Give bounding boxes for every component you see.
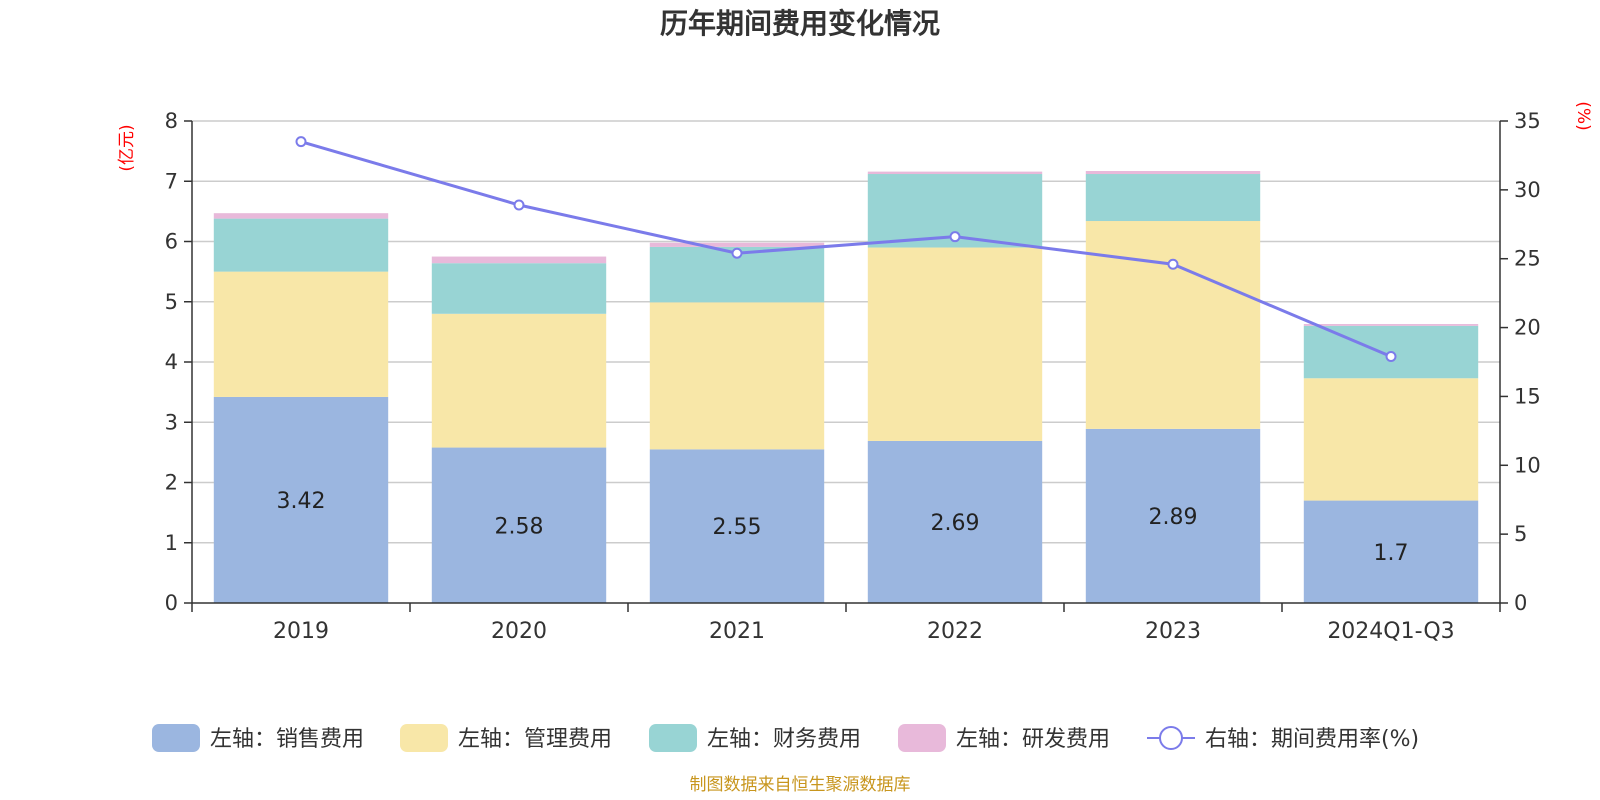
legend-label: 左轴：研发费用	[956, 727, 1110, 752]
bar-segment	[431, 313, 607, 448]
bar-segment	[1085, 171, 1261, 175]
bar-value-label: 2.69	[931, 511, 980, 536]
right-tick-label: 35	[1514, 109, 1541, 133]
left-tick-label: 2	[165, 471, 178, 495]
bar-segment	[1085, 174, 1261, 222]
right-tick-label: 10	[1514, 453, 1541, 477]
right-tick-label: 0	[1514, 591, 1527, 615]
bar-segment	[649, 449, 825, 603]
bar-segment	[213, 218, 389, 272]
bar-segment	[431, 256, 607, 264]
bar-segment	[1085, 221, 1261, 429]
data-source-note: 制图数据来自恒生聚源数据库	[690, 775, 911, 795]
right-tick-label: 30	[1514, 178, 1541, 202]
legend: 左轴：销售费用 左轴：管理费用 左轴：财务费用 左轴：研发费用 右轴：期间费用率(%)	[152, 724, 1419, 752]
bar-segment	[213, 213, 389, 219]
x-tick-label: 2024Q1-Q3	[1327, 619, 1454, 644]
bar-segment	[867, 171, 1043, 175]
bar-segment	[213, 396, 389, 603]
right-tick-label: 5	[1514, 522, 1527, 546]
rate-point	[949, 231, 961, 243]
line-layer	[295, 136, 1397, 362]
x-tick-label: 2020	[491, 619, 547, 644]
bar-segment	[431, 447, 607, 603]
x-tick-label: 2019	[273, 619, 329, 644]
rate-point	[1167, 258, 1179, 270]
bar-value-label: 2.89	[1149, 505, 1198, 530]
x-tick-label: 2022	[927, 619, 983, 644]
bar-segment	[1085, 428, 1261, 603]
rate-line	[300, 140, 1392, 358]
bar-segment	[867, 247, 1043, 441]
left-tick-label: 4	[165, 350, 178, 374]
bar-segment	[1303, 324, 1479, 326]
left-tick-label: 0	[165, 591, 178, 615]
rate-point	[731, 247, 743, 259]
right-tick-label: 25	[1514, 247, 1541, 271]
rate-point	[295, 136, 307, 148]
left-tick-label: 1	[165, 531, 178, 555]
right-tick-label: 15	[1514, 384, 1541, 408]
bar-segment	[649, 302, 825, 450]
bar-segment	[1303, 500, 1479, 603]
bar-segment	[431, 263, 607, 314]
bar-segment	[213, 271, 389, 397]
right-tick-label: 20	[1514, 316, 1541, 340]
legend-label: 左轴：管理费用	[458, 727, 612, 752]
rate-point	[1385, 350, 1397, 362]
legend-label: 左轴：财务费用	[707, 727, 861, 752]
bar-segment	[1303, 378, 1479, 501]
right-axis-unit: (%)	[1573, 101, 1593, 130]
left-tick-label: 8	[165, 109, 178, 133]
bar-value-label: 2.55	[713, 515, 762, 540]
bar-value-label: 3.42	[277, 489, 326, 514]
left-axis-unit: (亿元)	[117, 124, 137, 171]
left-tick-label: 3	[165, 410, 178, 434]
data-label-layer: 3.42 2.58 2.55 2.69 2.89 1.7	[277, 489, 1409, 566]
chart-title: 历年期间费用变化情况	[660, 7, 940, 40]
left-tick-label: 6	[165, 230, 178, 254]
left-tick-label: 5	[165, 290, 178, 314]
legend-marker	[1159, 726, 1183, 750]
bar-layer	[213, 171, 1479, 603]
x-tick-label: 2023	[1145, 619, 1201, 644]
bar-segment	[649, 242, 825, 247]
legend-swatch	[649, 724, 697, 752]
legend-swatch	[898, 724, 946, 752]
legend-label: 右轴：期间费用率(%)	[1205, 727, 1419, 752]
axis-layer: 0 1 2 3 4 5 6 7 8 0 5 10 15 20 25 30 35 2019 2020 2021 2022 2…	[165, 109, 1541, 644]
left-tick-label: 7	[165, 169, 178, 193]
legend-swatch	[400, 724, 448, 752]
bar-segment	[867, 440, 1043, 603]
bar-value-label: 2.58	[495, 514, 544, 539]
x-tick-label: 2021	[709, 619, 765, 644]
legend-swatch	[152, 724, 200, 752]
rate-point	[513, 199, 525, 211]
bar-value-label: 1.7	[1374, 541, 1409, 566]
legend-label: 左轴：销售费用	[210, 727, 364, 752]
grid-layer	[192, 120, 1500, 544]
